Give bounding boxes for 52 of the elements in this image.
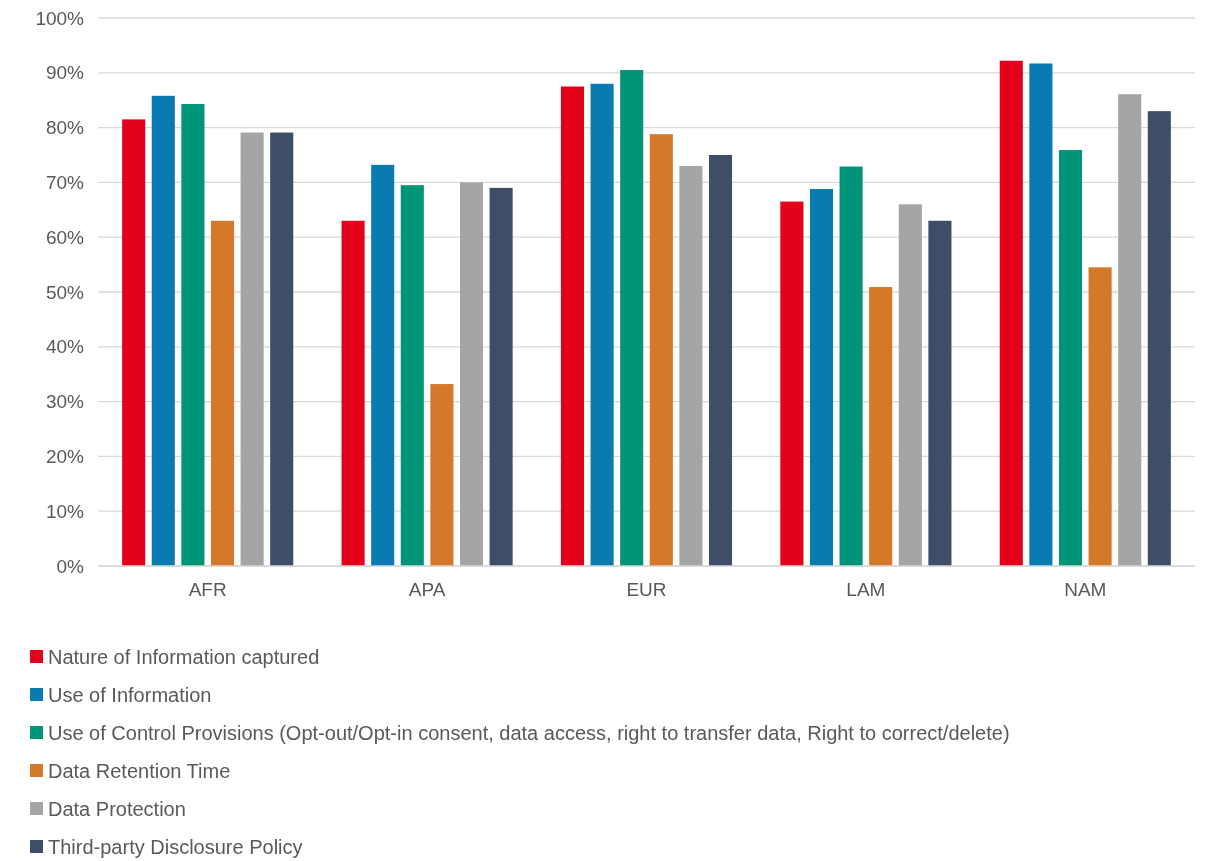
- bar: [151, 95, 175, 566]
- y-tick-label: 30%: [45, 391, 85, 413]
- legend-label: Data Retention Time: [48, 760, 231, 782]
- legend-label: Third-party Disclosure Policy: [48, 836, 303, 858]
- bar: [1029, 63, 1053, 566]
- y-tick-label: 40%: [45, 336, 85, 358]
- x-tick-label: LAM: [846, 579, 886, 600]
- y-tick-label: 20%: [45, 446, 85, 468]
- y-tick-label: 50%: [45, 281, 85, 303]
- bar: [341, 220, 365, 566]
- x-tick-label: EUR: [626, 579, 667, 600]
- bar: [240, 132, 264, 566]
- bar: [270, 132, 294, 566]
- x-tick-label: APA: [408, 579, 446, 600]
- bar: [928, 220, 952, 566]
- bar: [459, 182, 484, 566]
- y-tick-label: 60%: [45, 226, 85, 248]
- bar: [1118, 94, 1142, 566]
- bar: [590, 83, 614, 566]
- bar: [560, 86, 585, 566]
- y-tick-label: 80%: [45, 117, 85, 139]
- bar: [1147, 111, 1171, 566]
- bar: [898, 204, 922, 566]
- bar: [999, 60, 1023, 566]
- y-tick-label: 0%: [56, 555, 85, 577]
- bar: [620, 70, 644, 566]
- bar: [430, 384, 454, 566]
- legend-label: Data Protection: [48, 798, 186, 820]
- bar: [122, 119, 146, 566]
- y-tick-label: 100%: [35, 7, 85, 29]
- bar: [869, 287, 893, 566]
- bar: [371, 164, 395, 566]
- bar: [809, 188, 834, 566]
- bar: [708, 155, 733, 566]
- legend-label: Use of Information: [48, 684, 212, 706]
- x-tick-label: NAM: [1064, 579, 1107, 600]
- x-tick-label: AFR: [188, 579, 227, 600]
- bar: [181, 104, 205, 566]
- legend-label: Nature of Information captured: [48, 646, 320, 668]
- bar: [1088, 267, 1112, 566]
- y-tick-label: 90%: [45, 62, 85, 84]
- bar: [210, 220, 235, 566]
- bar: [649, 134, 673, 566]
- bar: [780, 201, 804, 566]
- bar: [839, 166, 863, 566]
- legend-label: Use of Control Provisions (Opt-out/Opt-in consent, data access, right to transfer data, Right to correct/delete): [48, 722, 1010, 744]
- bar: [679, 165, 703, 566]
- bar: [1058, 150, 1083, 566]
- y-tick-label: 10%: [45, 500, 85, 522]
- y-tick-label: 70%: [45, 172, 85, 194]
- bar: [400, 185, 424, 566]
- bar: [489, 187, 513, 566]
